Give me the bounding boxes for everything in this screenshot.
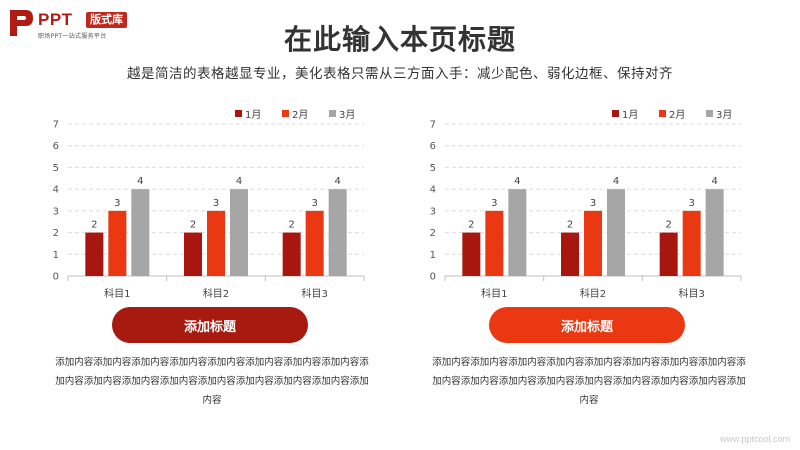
data-label: 3 bbox=[213, 198, 219, 209]
legend-label: 3月 bbox=[716, 109, 732, 121]
y-tick-label: 4 bbox=[430, 185, 436, 196]
add-title-button-left[interactable]: 添加标题 bbox=[112, 307, 308, 343]
y-tick-label: 6 bbox=[430, 141, 436, 152]
watermark: www.pptcool.com bbox=[719, 434, 790, 444]
legend-label: 1月 bbox=[622, 109, 638, 121]
y-tick-label: 1 bbox=[53, 250, 59, 261]
y-tick-label: 3 bbox=[430, 206, 436, 217]
data-label: 4 bbox=[137, 176, 143, 187]
bar-1-2 bbox=[184, 232, 202, 276]
bar-1-1 bbox=[462, 232, 481, 276]
bar-3-1 bbox=[131, 189, 150, 276]
legend-swatch-1 bbox=[235, 110, 242, 117]
add-title-button-right[interactable]: 添加标题 bbox=[489, 307, 685, 343]
legend-label: 1月 bbox=[245, 109, 261, 121]
bar-3-2 bbox=[230, 189, 248, 276]
data-label: 2 bbox=[567, 220, 573, 231]
y-tick-label: 1 bbox=[430, 250, 436, 261]
x-tick-label: 科目1 bbox=[104, 287, 130, 300]
bar-2-3 bbox=[682, 210, 701, 276]
logo: PPT 版式库 职场PPT一站式服务平台 bbox=[8, 6, 158, 40]
page-title: 在此输入本页标题 bbox=[283, 23, 516, 56]
y-tick-label: 7 bbox=[53, 120, 59, 131]
legend-swatch-3 bbox=[706, 110, 713, 117]
logo-badge: 版式库 bbox=[86, 12, 127, 28]
bar-1-1 bbox=[85, 232, 104, 276]
x-tick-label: 科目2 bbox=[203, 287, 229, 300]
legend-swatch-2 bbox=[659, 110, 666, 117]
y-tick-label: 6 bbox=[53, 141, 59, 152]
data-label: 3 bbox=[688, 198, 694, 209]
y-tick-label: 7 bbox=[430, 120, 436, 131]
data-label: 3 bbox=[114, 198, 120, 209]
logo-tagline: 职场PPT一站式服务平台 bbox=[38, 33, 107, 40]
legend-swatch-2 bbox=[282, 110, 289, 117]
y-tick-label: 5 bbox=[430, 163, 436, 174]
logo-text: PPT bbox=[38, 10, 73, 29]
bar-1-3 bbox=[659, 232, 678, 276]
data-label: 4 bbox=[334, 176, 340, 187]
data-label: 2 bbox=[468, 220, 474, 231]
y-tick-label: 0 bbox=[53, 272, 59, 283]
data-label: 3 bbox=[311, 198, 317, 209]
x-tick-label: 科目2 bbox=[580, 287, 606, 300]
data-label: 4 bbox=[613, 176, 619, 187]
bar-chart-right: 0 1 2 3 4 5 6 7 2 3 4 科目1 2 3 4 科目2 2 3 4 科目3 1月 2月 3月 bbox=[430, 109, 742, 300]
y-tick-label: 5 bbox=[53, 163, 59, 174]
bar-2-2 bbox=[584, 210, 602, 276]
legend-swatch-3 bbox=[329, 110, 336, 117]
data-label: 2 bbox=[288, 220, 294, 231]
data-label: 2 bbox=[190, 220, 196, 231]
y-tick-label: 3 bbox=[53, 206, 59, 217]
panel-body-right: 添加内容添加内容添加内容添加内容添加内容添加内容添加内容添加内容添加内容添加内容… bbox=[432, 357, 746, 406]
panel-left: 0 1 2 3 4 5 6 7 2 3 4 科目1 2 3 4 科目2 2 3 4 科目3 1月 2月 3月 添加标题 添加… bbox=[28, 100, 369, 406]
logo-mark-icon bbox=[10, 10, 33, 36]
data-label: 4 bbox=[711, 176, 717, 187]
bar-2-1 bbox=[485, 210, 504, 276]
bar-1-3 bbox=[282, 232, 301, 276]
legend-label: 3月 bbox=[339, 109, 355, 121]
bar-3-1 bbox=[508, 189, 527, 276]
legend-swatch-1 bbox=[612, 110, 619, 117]
panel-right: 0 1 2 3 4 5 6 7 2 3 4 科目1 2 3 4 科目2 2 3 4 科目3 1月 2月 3月 添加标题 添加… bbox=[405, 100, 746, 406]
bar-3-3 bbox=[705, 189, 724, 276]
y-tick-label: 0 bbox=[430, 272, 436, 283]
data-label: 4 bbox=[236, 176, 242, 187]
data-label: 2 bbox=[665, 220, 671, 231]
data-label: 4 bbox=[514, 176, 520, 187]
page-subtitle: 越是简洁的表格越显专业，美化表格只需从三方面入手：减少配色、弱化边框、保持对齐 bbox=[127, 66, 673, 82]
data-label: 3 bbox=[590, 198, 596, 209]
x-tick-label: 科目3 bbox=[678, 287, 704, 300]
legend-label: 2月 bbox=[669, 109, 685, 121]
data-label: 2 bbox=[91, 220, 97, 231]
panel-body-left: 添加内容添加内容添加内容添加内容添加内容添加内容添加内容添加内容添加内容添加内容… bbox=[55, 357, 369, 406]
y-tick-label: 4 bbox=[53, 185, 59, 196]
bar-1-2 bbox=[561, 232, 579, 276]
data-label: 3 bbox=[491, 198, 497, 209]
legend-label: 2月 bbox=[292, 109, 308, 121]
bar-chart-left: 0 1 2 3 4 5 6 7 2 3 4 科目1 2 3 4 科目2 2 3 4 科目3 1月 2月 3月 bbox=[53, 109, 365, 300]
bar-2-1 bbox=[108, 210, 127, 276]
bar-3-2 bbox=[607, 189, 625, 276]
bar-2-2 bbox=[207, 210, 225, 276]
y-tick-label: 2 bbox=[53, 228, 59, 239]
y-tick-label: 2 bbox=[430, 228, 436, 239]
bar-3-3 bbox=[328, 189, 347, 276]
bar-2-3 bbox=[305, 210, 324, 276]
x-tick-label: 科目3 bbox=[301, 287, 327, 300]
x-tick-label: 科目1 bbox=[481, 287, 507, 300]
